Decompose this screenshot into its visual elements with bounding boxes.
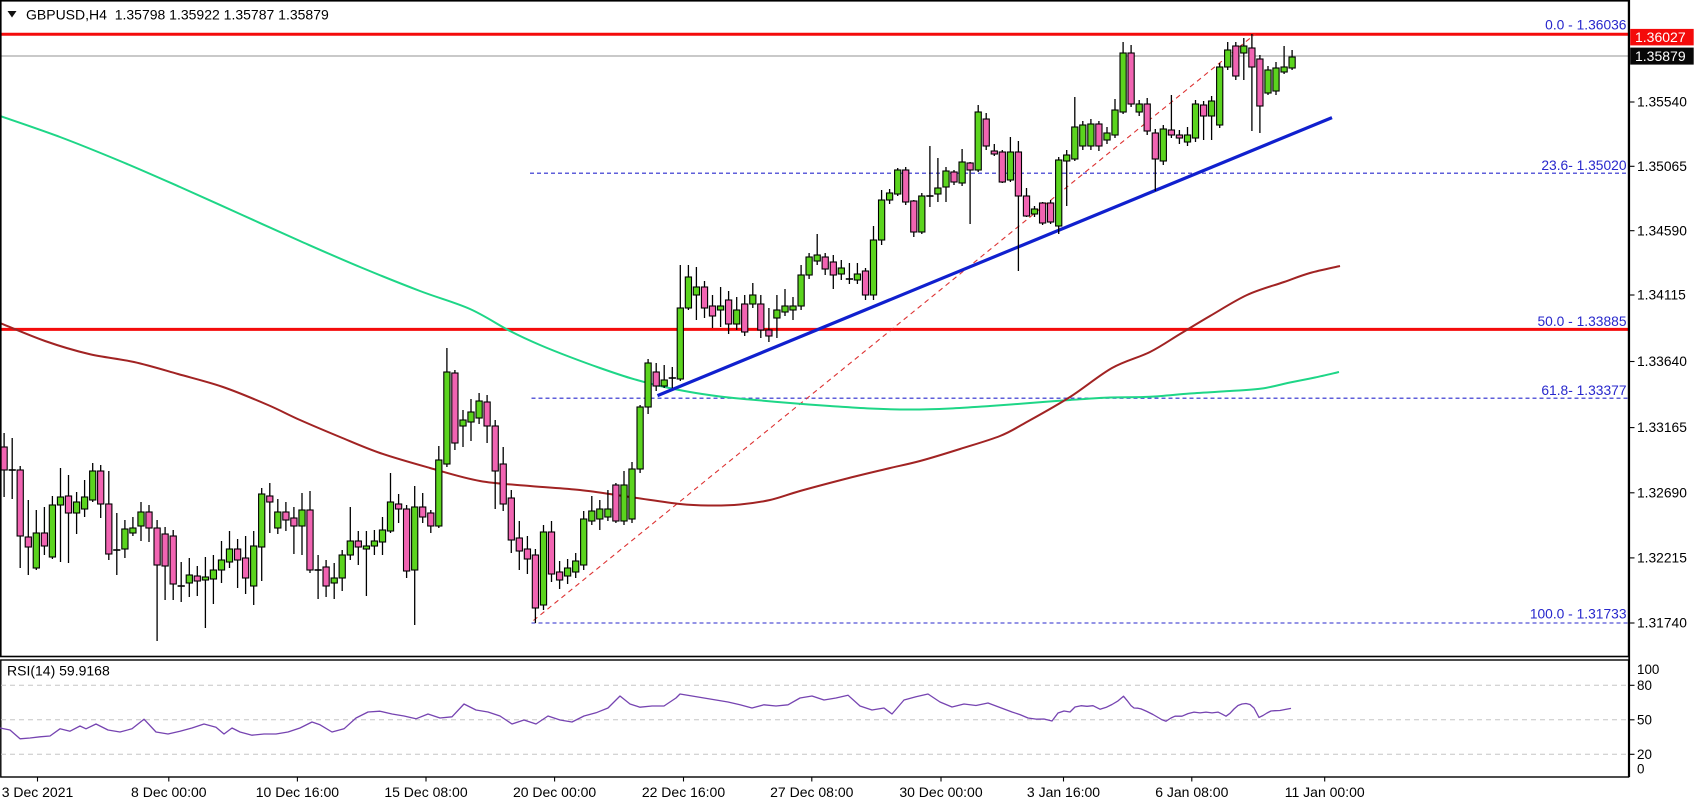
svg-text:10 Dec 16:00: 10 Dec 16:00: [256, 784, 339, 800]
svg-text:100.0 - 1.31733: 100.0 - 1.31733: [1530, 607, 1627, 622]
svg-text:1.33165: 1.33165: [1637, 420, 1687, 435]
svg-text:GBPUSD,H4 1.35798 1.35922 1.3: GBPUSD,H4 1.35798 1.35922 1.35787 1.3587…: [26, 7, 329, 23]
svg-text:1.35879: 1.35879: [1635, 48, 1686, 64]
svg-text:23.6- 1.35020: 23.6- 1.35020: [1541, 158, 1626, 173]
svg-text:1.34115: 1.34115: [1637, 288, 1686, 303]
svg-text:80: 80: [1637, 678, 1652, 693]
svg-text:1.36027: 1.36027: [1635, 29, 1686, 45]
svg-text:50: 50: [1637, 712, 1652, 727]
svg-text:6 Jan 08:00: 6 Jan 08:00: [1155, 784, 1228, 800]
svg-text:0.0 - 1.36036: 0.0 - 1.36036: [1545, 18, 1627, 33]
svg-text:1.32215: 1.32215: [1637, 551, 1687, 566]
svg-text:61.8- 1.33377: 61.8- 1.33377: [1541, 383, 1626, 398]
svg-text:100: 100: [1637, 662, 1659, 677]
svg-text:20: 20: [1637, 747, 1652, 762]
svg-text:8 Dec 00:00: 8 Dec 00:00: [131, 784, 207, 800]
svg-text:1.32690: 1.32690: [1637, 485, 1687, 500]
svg-text:1.35065: 1.35065: [1637, 159, 1687, 174]
svg-text:1.33640: 1.33640: [1637, 354, 1687, 369]
svg-text:30 Dec 00:00: 30 Dec 00:00: [899, 784, 982, 800]
svg-text:20 Dec 00:00: 20 Dec 00:00: [513, 784, 596, 800]
svg-text:3 Dec 2021: 3 Dec 2021: [2, 784, 74, 800]
svg-text:22 Dec 16:00: 22 Dec 16:00: [642, 784, 725, 800]
svg-text:1.31740: 1.31740: [1637, 616, 1687, 631]
svg-text:27 Dec 08:00: 27 Dec 08:00: [770, 784, 853, 800]
svg-text:15 Dec 08:00: 15 Dec 08:00: [384, 784, 467, 800]
svg-text:11 Jan 00:00: 11 Jan 00:00: [1285, 784, 1365, 800]
svg-text:3 Jan 16:00: 3 Jan 16:00: [1027, 784, 1100, 800]
svg-text:50.0 - 1.33885: 50.0 - 1.33885: [1538, 314, 1627, 329]
svg-text:RSI(14) 59.9168: RSI(14) 59.9168: [7, 663, 110, 679]
svg-text:1.35540: 1.35540: [1637, 95, 1687, 110]
svg-text:1.34590: 1.34590: [1637, 223, 1687, 238]
svg-text:0: 0: [1637, 761, 1644, 776]
